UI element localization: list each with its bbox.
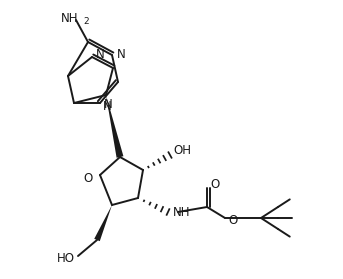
Text: NH: NH (60, 13, 78, 25)
Text: O: O (210, 179, 219, 191)
Polygon shape (106, 95, 123, 158)
Text: N: N (104, 98, 113, 112)
Text: N: N (96, 49, 105, 61)
Text: 2: 2 (83, 16, 88, 25)
Text: OH: OH (173, 145, 191, 158)
Polygon shape (94, 205, 112, 241)
Text: N: N (117, 47, 126, 61)
Text: NH: NH (173, 206, 190, 220)
Text: O: O (84, 172, 93, 184)
Text: N: N (103, 100, 111, 113)
Text: HO: HO (57, 251, 75, 264)
Text: O: O (228, 213, 237, 227)
